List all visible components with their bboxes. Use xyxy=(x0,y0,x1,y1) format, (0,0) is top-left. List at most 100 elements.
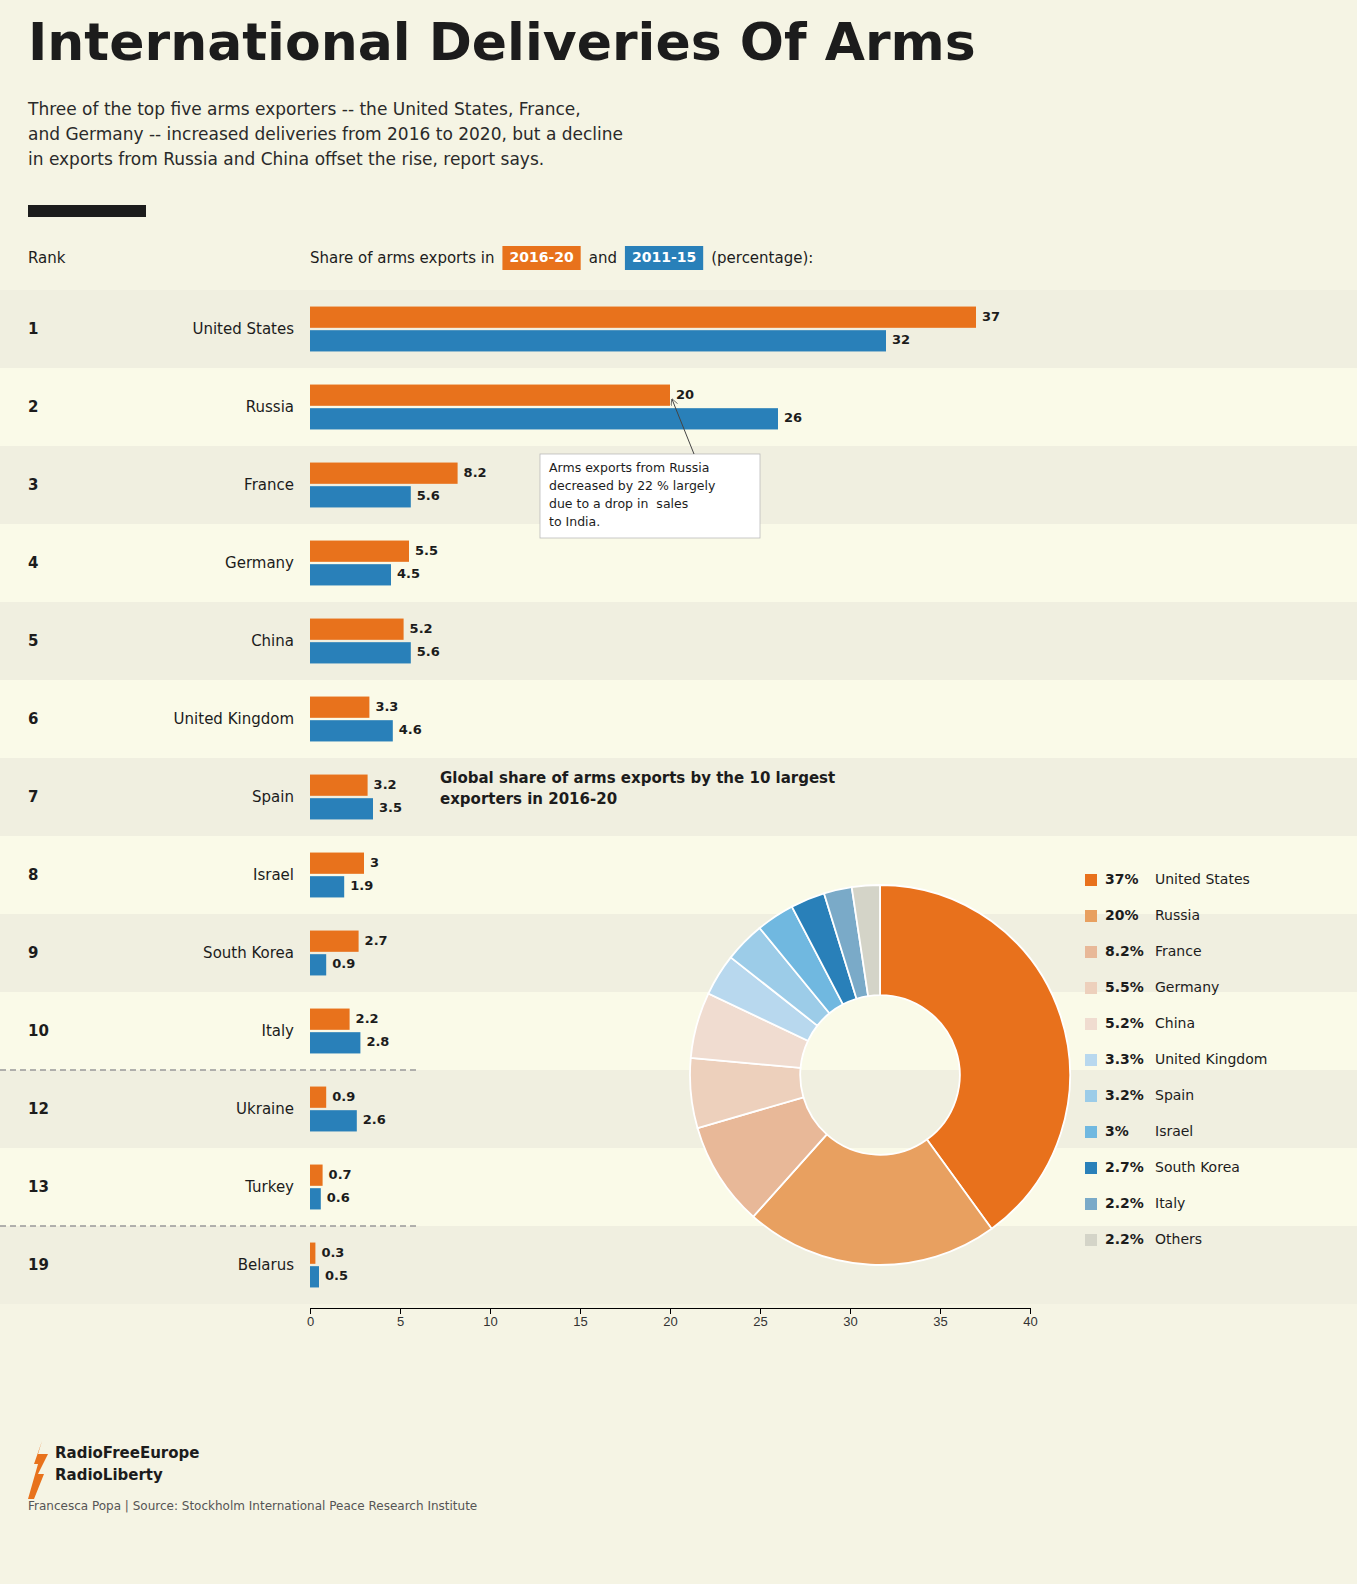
bar xyxy=(310,1243,315,1264)
pie-category-label: South Korea xyxy=(1155,1159,1240,1175)
pie-label-swatch xyxy=(1085,982,1097,994)
row-stripe xyxy=(0,992,1357,1070)
legend-badge: 2016-20 xyxy=(502,246,580,270)
bar xyxy=(310,876,344,897)
pie-label-swatch xyxy=(1085,946,1097,958)
category-label: Belarus xyxy=(238,1256,295,1274)
bar xyxy=(310,1266,319,1287)
data-label: 0.6 xyxy=(327,1190,350,1205)
pie-value-label: 5.2% xyxy=(1105,1015,1144,1031)
tick: 5 xyxy=(397,1308,404,1329)
data-labels: 37208.25.55.23.33.232.72.20.90.70.332265… xyxy=(321,309,1000,1284)
data-label: 4.5 xyxy=(397,566,420,581)
annotation: Arms exports from Russiadecreased by 22 … xyxy=(540,399,760,538)
data-label: 32 xyxy=(892,332,910,347)
legend-swatch xyxy=(502,246,580,270)
pie-value-label: 3% xyxy=(1105,1123,1129,1139)
pie-label-swatch xyxy=(1085,1054,1097,1066)
category-label: United States xyxy=(192,320,294,338)
pie-label-swatch xyxy=(1085,1018,1097,1030)
subtitle: Three of the top five arms exporters -- … xyxy=(27,99,623,169)
pie-category-label: Germany xyxy=(1155,979,1219,995)
pie-labels: 37%United States20%Russia8.2%France5.5%G… xyxy=(1085,871,1267,1247)
pie-label-swatch xyxy=(1085,910,1097,922)
background xyxy=(0,0,1357,1584)
bar xyxy=(310,385,670,406)
tick-mark xyxy=(1030,1308,1031,1314)
row-stripes xyxy=(0,290,1357,1304)
pie-label-swatch xyxy=(1085,1126,1097,1138)
rule xyxy=(28,205,146,217)
data-label: 2.6 xyxy=(363,1112,386,1127)
pie-category-label: Russia xyxy=(1155,907,1200,923)
bar xyxy=(310,541,409,562)
pie-value-label: 20% xyxy=(1105,907,1139,923)
tick: 30 xyxy=(843,1308,857,1329)
row-stripe xyxy=(0,680,1357,758)
bar xyxy=(310,564,391,585)
pie-value-label: 8.2% xyxy=(1105,943,1144,959)
legend-swatch xyxy=(625,246,703,270)
tick-mark xyxy=(490,1308,491,1314)
pie-value-label: 2.2% xyxy=(1105,1231,1144,1247)
pie-slice xyxy=(852,885,880,996)
category-label: Germany xyxy=(225,554,294,572)
row-stripe xyxy=(0,1148,1357,1226)
bar xyxy=(310,775,368,796)
bar xyxy=(310,798,373,819)
header-text: and xyxy=(589,249,617,267)
pie-category-label: Italy xyxy=(1155,1195,1185,1211)
category-label: Turkey xyxy=(244,1178,294,1196)
footer: RadioFreeEuropeRadioLibertyFrancesca Pop… xyxy=(28,1441,477,1513)
tick: 0 xyxy=(307,1308,314,1329)
tick-label: 10 xyxy=(483,1314,497,1329)
row-stripe xyxy=(0,368,1357,446)
data-label: 4.6 xyxy=(399,722,422,737)
data-label: 5.6 xyxy=(417,488,440,503)
row-stripe xyxy=(0,914,1357,992)
pie-value-label: 3.2% xyxy=(1105,1087,1144,1103)
pie-label-swatch xyxy=(1085,1234,1097,1246)
tick-mark xyxy=(580,1308,581,1314)
header-text: Share of arms exports in xyxy=(310,249,494,267)
legend-label: 2016-20 xyxy=(509,249,574,265)
bar xyxy=(310,642,411,663)
data-label: 5.6 xyxy=(417,644,440,659)
data-label: 5.2 xyxy=(410,621,433,636)
title: International Deliveries Of Arms xyxy=(28,12,976,72)
pie-value-label: 5.5% xyxy=(1105,979,1144,995)
pie-label-swatch xyxy=(1085,1090,1097,1102)
category-label: South Korea xyxy=(203,944,294,962)
bar xyxy=(310,1009,350,1030)
tick: 35 xyxy=(933,1308,947,1329)
rank: 7 xyxy=(28,788,38,806)
tick-mark xyxy=(940,1308,941,1314)
pie-category-label: China xyxy=(1155,1015,1195,1031)
data-label: 26 xyxy=(784,410,802,425)
rank: 5 xyxy=(28,632,38,650)
bar xyxy=(310,307,976,328)
rank-separator xyxy=(0,1225,420,1227)
logo-icon xyxy=(28,1441,48,1499)
tick: 40 xyxy=(1023,1308,1037,1329)
category-label: Spain xyxy=(252,788,294,806)
row-stripe xyxy=(0,290,1357,368)
data-label: 3.3 xyxy=(375,699,398,714)
data-label: 2.7 xyxy=(365,933,388,948)
pie-value-label: 3.3% xyxy=(1105,1051,1144,1067)
category-label: France xyxy=(244,476,294,494)
x-axis: 0510152025303540 xyxy=(307,1308,1038,1329)
rank: 10 xyxy=(28,1022,49,1040)
data-label: 20 xyxy=(676,387,694,402)
bar xyxy=(310,408,778,429)
data-label: 0.5 xyxy=(325,1268,348,1283)
chart: International Deliveries Of Arms Three of… xyxy=(0,0,1357,1584)
row-stripe xyxy=(0,758,1357,836)
annotation-arrow xyxy=(672,399,694,454)
bar xyxy=(310,1165,323,1186)
tick: 10 xyxy=(483,1308,497,1329)
legend-label: 2011-15 xyxy=(632,249,696,265)
rank: 1 xyxy=(28,320,38,338)
data-label: 0.3 xyxy=(321,1245,344,1260)
row-labels: 1United States2Russia3France4Germany5Chi… xyxy=(28,320,294,1274)
